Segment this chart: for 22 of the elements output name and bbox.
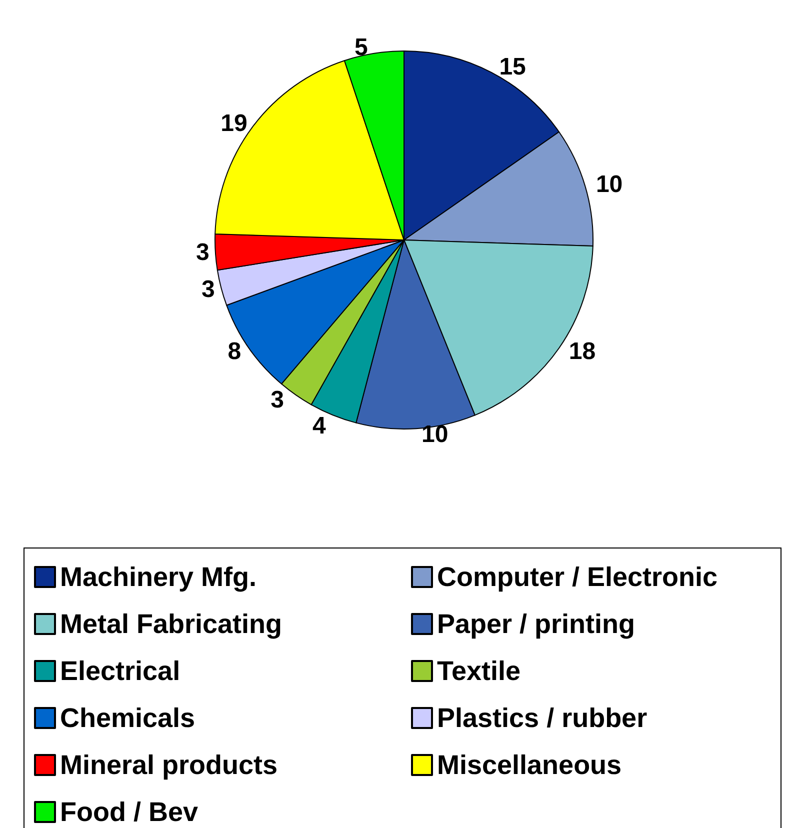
data-label: 3: [270, 386, 284, 414]
legend-label: Electrical: [60, 656, 180, 686]
data-label: 10: [596, 171, 623, 198]
legend-label: Paper / printing: [437, 609, 636, 639]
legend-label: Miscellaneous: [437, 750, 622, 780]
data-label: 3: [196, 238, 210, 266]
legend-label: Computer / Electronic: [437, 562, 718, 592]
legend-label: Metal Fabricating: [60, 609, 282, 639]
data-label: 18: [568, 338, 596, 366]
legend-label: Plastics / rubber: [437, 703, 648, 733]
legend-label: Mineral products: [60, 750, 278, 780]
data-label: 5: [354, 34, 368, 61]
legend-label: Machinery Mfg.: [60, 562, 257, 592]
legend-label: Textile: [437, 656, 521, 686]
legend-label: Food / Bev: [60, 797, 198, 827]
data-label: 4: [312, 412, 326, 440]
data-label: 3: [202, 276, 215, 303]
legend-label: Chemicals: [60, 703, 196, 733]
data-label: 15: [499, 54, 526, 81]
data-label: 19: [220, 110, 248, 137]
data-label: 10: [421, 421, 448, 448]
data-label: 8: [228, 338, 242, 366]
